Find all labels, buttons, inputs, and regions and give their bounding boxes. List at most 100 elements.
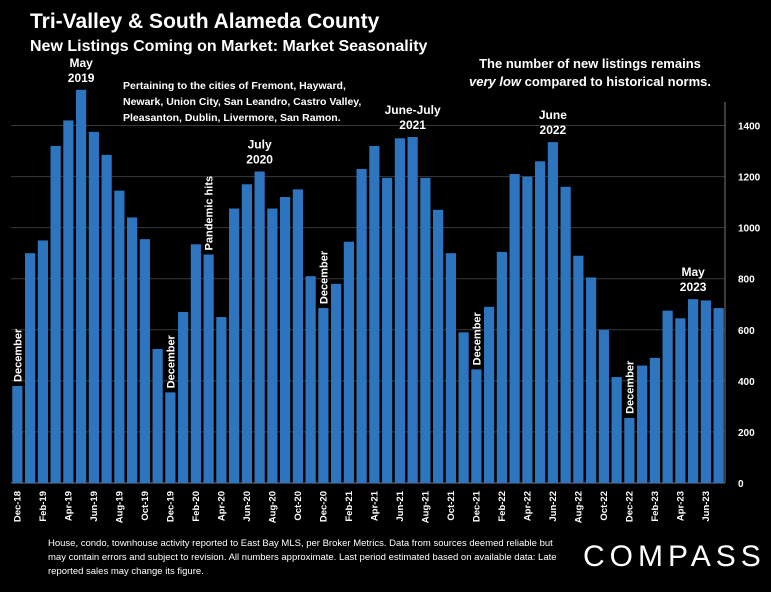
bar-Feb-23	[649, 357, 660, 483]
bar-Oct-20	[292, 189, 303, 483]
x-tick-label: Apr-22	[522, 491, 533, 521]
bar-Jun-20	[241, 184, 252, 483]
x-tick-label: Jun-21	[395, 490, 406, 521]
x-tick-label: Apr-20	[216, 491, 227, 521]
bar-Jul-21	[407, 137, 418, 484]
bar-Oct-22	[598, 329, 609, 483]
bar-Apr-20	[216, 317, 227, 483]
commentary-emphasis: very low	[468, 74, 522, 89]
bar-Apr-22	[522, 176, 533, 483]
x-tick-label: Oct-20	[293, 491, 304, 521]
bar-Apr-19	[63, 120, 74, 483]
bar-Mar-19	[50, 145, 61, 483]
annotation-label: 2019	[68, 71, 95, 85]
bar-May-22	[535, 161, 546, 483]
annotation-label: 2023	[680, 280, 707, 294]
x-tick-label: Jun-19	[89, 491, 100, 522]
x-tick-label: Aug-19	[114, 491, 125, 523]
x-tick-label: Oct-22	[599, 491, 610, 521]
annotation-label: May	[681, 265, 705, 279]
bar-Jul-20	[254, 171, 265, 483]
y-tick-label: 0	[738, 479, 744, 490]
bar-Jan-22	[484, 306, 495, 483]
annotation-label: 2020	[246, 152, 273, 166]
annotation-label: 2022	[540, 123, 567, 137]
x-tick-label: Feb-23	[650, 491, 661, 522]
bar-Nov-19	[152, 348, 163, 483]
x-tick-label: Jun-22	[548, 491, 559, 522]
x-tick-label: Feb-20	[191, 491, 202, 522]
page-subtitle: New Listings Coming on Market: Market Se…	[30, 38, 428, 55]
cities-note: Pertaining to the cities of Fremont, Hay…	[123, 80, 362, 124]
bar-Aug-22	[573, 255, 584, 483]
commentary-note: The number of new listings remains very …	[440, 55, 740, 91]
commentary-line-1: The number of new listings remains	[479, 56, 701, 71]
x-tick-label: Dec-21	[471, 490, 482, 522]
y-tick-label: 200	[738, 428, 755, 439]
x-tick-label: Feb-21	[344, 490, 355, 521]
bar-Mar-21	[356, 168, 367, 483]
bar-Dec-19	[165, 392, 176, 483]
bar-Dec-21	[471, 369, 482, 483]
annotation-label: July	[248, 137, 272, 151]
bar-Aug-19	[114, 190, 125, 484]
commentary-line-2-rest: compared to historical norms.	[521, 74, 712, 89]
x-tick-label: Feb-22	[497, 491, 508, 522]
x-tick-label: Feb-19	[38, 491, 49, 522]
x-tick-label: Dec-18	[12, 491, 23, 522]
bar-Jan-20	[178, 311, 189, 483]
bar-Aug-21	[420, 177, 431, 484]
y-tick-label: 1000	[738, 224, 761, 235]
y-tick-label: 400	[738, 377, 755, 388]
annotation-label: 2021	[399, 118, 426, 132]
bar-Feb-20	[190, 244, 201, 483]
bar-Mar-20	[203, 254, 214, 483]
annotation-label: December	[471, 311, 483, 365]
bar-Oct-19	[139, 239, 150, 483]
bar-Jul-22	[560, 186, 571, 483]
bar-Jan-21	[331, 283, 342, 483]
bar-May-23	[688, 299, 699, 483]
bar-Jul-23	[713, 308, 724, 483]
bar-May-21	[382, 177, 393, 484]
page-title: Tri-Valley & South Alameda County	[30, 10, 380, 33]
y-tick-label: 800	[738, 275, 755, 286]
bar-Sep-22	[586, 277, 597, 483]
bar-Sep-21	[433, 209, 444, 483]
bar-Dec-20	[318, 308, 329, 483]
annotation-label: Pandemic hits	[204, 176, 216, 251]
x-tick-label: Oct-21	[446, 490, 457, 520]
bar-Dec-18	[12, 385, 23, 483]
x-tick-label: Apr-21	[369, 490, 380, 521]
bar-Jul-19	[101, 154, 112, 483]
bar-Apr-23	[675, 318, 686, 483]
bar-Jan-23	[637, 365, 648, 483]
x-tick-label: Jun-23	[701, 491, 712, 522]
bar-Sep-19	[127, 217, 138, 483]
y-tick-label: 600	[738, 326, 755, 337]
annotation-label: May	[69, 56, 93, 70]
bar-Aug-20	[267, 208, 278, 483]
x-tick-label: Aug-21	[420, 490, 431, 523]
x-tick-label: Jun-20	[242, 491, 253, 522]
commentary-line-2: very low compared to historical norms.	[440, 73, 740, 91]
bar-Jun-19	[88, 131, 99, 483]
bar-Feb-21	[343, 241, 354, 483]
bar-Oct-21	[445, 253, 456, 483]
x-tick-label: Oct-19	[140, 491, 151, 521]
bar-Nov-22	[611, 377, 622, 483]
bar-Sep-20	[280, 197, 291, 483]
x-tick-label: Apr-19	[63, 491, 74, 521]
x-tick-label: Dec-19	[165, 491, 176, 522]
annotation-label: December	[12, 328, 24, 382]
x-tick-label: Dec-22	[624, 491, 635, 522]
bar-Feb-22	[496, 251, 507, 483]
compass-logo: COMPASS	[583, 540, 766, 573]
bar-Nov-20	[305, 276, 316, 483]
bar-Jun-21	[394, 138, 405, 484]
y-tick-label: 1400	[738, 122, 761, 133]
x-tick-label: Aug-20	[267, 491, 278, 523]
x-tick-label: Aug-22	[573, 491, 584, 523]
